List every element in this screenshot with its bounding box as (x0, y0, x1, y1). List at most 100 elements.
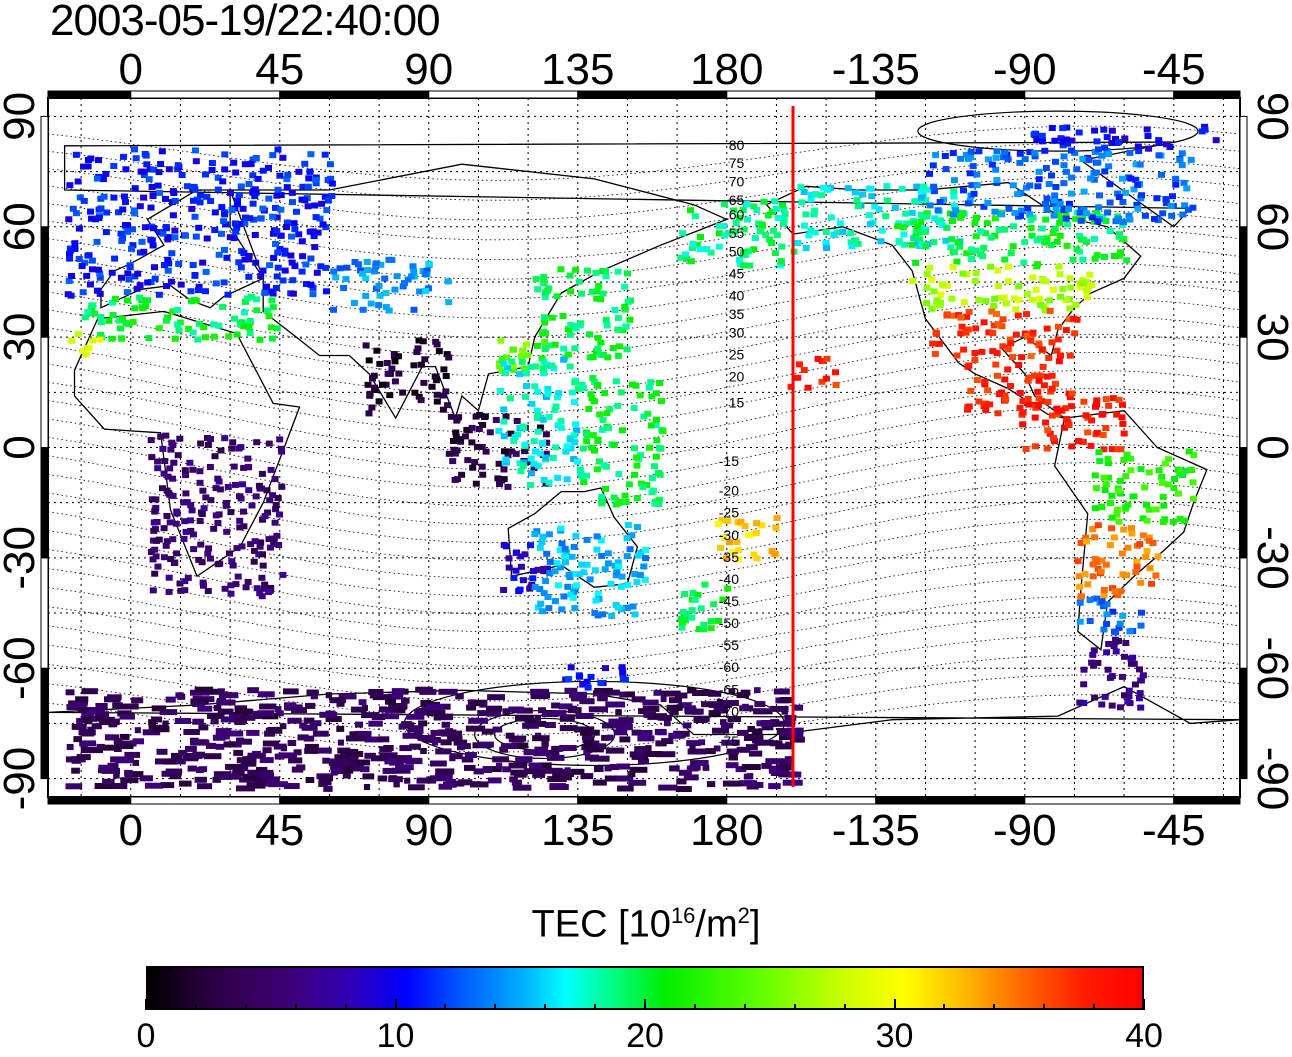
tec-point (465, 752, 477, 758)
tec-point (174, 321, 182, 328)
tec-point (557, 418, 565, 425)
contour-label: 80 (729, 137, 745, 153)
tec-point (631, 571, 639, 578)
tec-point (110, 163, 118, 169)
tec-point (163, 538, 171, 545)
tec-point (526, 585, 534, 592)
tec-point (232, 169, 240, 176)
tec-point (554, 394, 561, 401)
tec-point (175, 692, 184, 699)
tec-point (469, 464, 477, 471)
tec-point (361, 704, 368, 711)
tec-point (425, 261, 433, 267)
tec-point (582, 734, 593, 741)
tec-point (644, 410, 652, 417)
tec-point (950, 177, 958, 184)
tec-point (210, 333, 218, 340)
tec-point (679, 608, 687, 615)
tec-point (283, 184, 291, 191)
tec-point (1063, 124, 1071, 131)
tec-point (1014, 191, 1022, 198)
tec-point (1065, 205, 1073, 212)
tec-point (204, 550, 212, 557)
tec-point (169, 773, 181, 780)
tec-point (865, 212, 873, 219)
tec-point (570, 456, 578, 462)
tec-point (912, 233, 920, 239)
tec-point (319, 221, 327, 228)
tec-point (602, 267, 609, 274)
tec-point (250, 558, 258, 565)
tec-point (578, 473, 586, 480)
tec-point (967, 387, 975, 394)
tec-point (972, 214, 980, 221)
tec-point (1095, 449, 1103, 456)
tec-point (819, 184, 827, 191)
tec-point (442, 373, 450, 379)
tec-point (1079, 280, 1087, 287)
tec-point (169, 492, 177, 499)
tec-point (200, 505, 208, 512)
tec-point (336, 725, 345, 732)
tec-point (579, 385, 587, 392)
contour-label: 65 (729, 192, 745, 208)
tec-point (949, 150, 957, 157)
tec-point (232, 481, 239, 488)
tec-point (453, 447, 461, 454)
tec-point (530, 688, 549, 695)
tec-point (291, 707, 307, 714)
tec-point (426, 776, 433, 783)
tec-point (787, 383, 795, 390)
tec-point (973, 182, 981, 189)
tec-point (912, 259, 920, 266)
tec-point (967, 148, 975, 155)
tec-point (288, 233, 295, 240)
tec-point (140, 194, 148, 201)
tec-point (1034, 388, 1042, 395)
tec-point (958, 323, 966, 330)
tec-point (154, 182, 162, 189)
tec-point (139, 775, 153, 782)
tec-point (76, 754, 91, 761)
tec-point (375, 302, 383, 309)
tec-point (521, 551, 529, 558)
tec-point (364, 381, 372, 388)
tec-point (312, 214, 320, 221)
frame-segment-left (40, 115, 49, 228)
lat-tick-label-left: 60 (0, 202, 44, 251)
tec-point (557, 564, 564, 571)
tec-point (524, 352, 532, 359)
tec-point (1132, 176, 1140, 183)
tec-point (511, 434, 519, 440)
tec-point (736, 692, 749, 699)
tec-point (226, 550, 233, 557)
tec-point (678, 702, 692, 709)
tec-point (523, 341, 531, 348)
mag-lat-contour (47, 557, 1241, 632)
tec-point (638, 758, 649, 765)
tec-point (371, 714, 385, 721)
tec-point (310, 233, 318, 240)
tec-point (1080, 206, 1088, 213)
tec-point (715, 243, 723, 250)
tec-point (1133, 201, 1141, 208)
tec-point (391, 688, 405, 695)
tec-point (854, 203, 862, 210)
tec-point (420, 379, 428, 386)
tec-point (1056, 232, 1064, 239)
tec-point (542, 289, 549, 296)
tec-point (263, 307, 271, 314)
tec-point (392, 767, 411, 774)
tec-point (617, 583, 625, 590)
tec-point (499, 746, 508, 753)
tec-point (697, 234, 704, 240)
tec-point (622, 498, 630, 505)
tec-point (141, 151, 149, 157)
tec-point (221, 435, 229, 442)
tec-point (661, 690, 681, 697)
tec-point (249, 172, 257, 179)
colorbar-minor-tick (793, 1004, 796, 1009)
tec-point (551, 341, 559, 348)
tec-point (212, 512, 220, 519)
tec-point (530, 568, 537, 574)
